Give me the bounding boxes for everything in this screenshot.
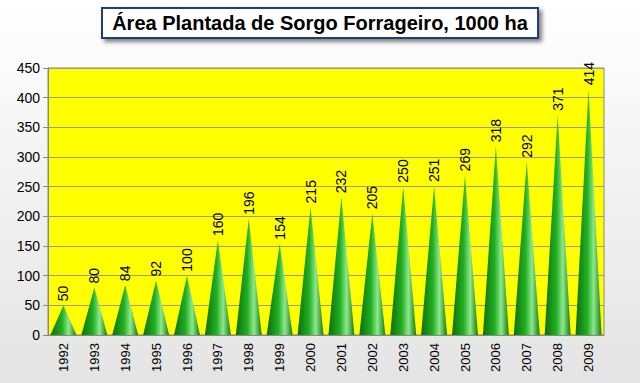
svg-text:50: 50 (55, 286, 71, 302)
svg-text:1996: 1996 (180, 343, 195, 372)
svg-text:371: 371 (550, 87, 566, 111)
svg-text:160: 160 (210, 212, 226, 236)
svg-text:300: 300 (17, 149, 41, 165)
svg-text:80: 80 (86, 268, 102, 284)
svg-text:1999: 1999 (272, 343, 287, 372)
svg-text:2002: 2002 (365, 343, 380, 372)
svg-text:84: 84 (117, 265, 133, 281)
svg-text:1994: 1994 (118, 343, 133, 372)
svg-text:205: 205 (364, 186, 380, 210)
svg-text:400: 400 (17, 90, 41, 106)
svg-text:2004: 2004 (427, 343, 442, 372)
svg-text:1993: 1993 (87, 343, 102, 372)
svg-text:100: 100 (179, 248, 195, 272)
svg-text:2003: 2003 (396, 343, 411, 372)
svg-text:251: 251 (426, 159, 442, 183)
svg-text:232: 232 (333, 170, 349, 194)
svg-text:150: 150 (17, 238, 41, 254)
svg-text:250: 250 (395, 159, 411, 183)
svg-text:2000: 2000 (303, 343, 318, 372)
svg-text:2009: 2009 (581, 343, 596, 372)
svg-text:318: 318 (488, 119, 504, 143)
svg-text:196: 196 (241, 191, 257, 215)
svg-text:269: 269 (457, 148, 473, 172)
svg-text:350: 350 (17, 119, 41, 135)
svg-text:200: 200 (17, 208, 41, 224)
svg-text:450: 450 (17, 60, 41, 76)
svg-text:2005: 2005 (458, 343, 473, 372)
svg-text:2006: 2006 (488, 343, 503, 372)
svg-text:50: 50 (24, 297, 40, 313)
svg-text:100: 100 (17, 268, 41, 284)
svg-text:154: 154 (272, 216, 288, 240)
svg-text:1997: 1997 (210, 343, 225, 372)
svg-text:92: 92 (148, 261, 164, 277)
svg-text:250: 250 (17, 179, 41, 195)
svg-text:2007: 2007 (519, 343, 534, 372)
svg-text:Área Plantada de Sorgo Forrage: Área Plantada de Sorgo Forrageiro, 1000 … (112, 12, 529, 34)
svg-text:1995: 1995 (149, 343, 164, 372)
svg-text:2008: 2008 (550, 343, 565, 372)
svg-text:1992: 1992 (56, 343, 71, 372)
svg-text:292: 292 (519, 134, 535, 158)
svg-text:2001: 2001 (334, 343, 349, 372)
svg-text:1998: 1998 (241, 343, 256, 372)
svg-text:414: 414 (581, 62, 597, 86)
svg-text:0: 0 (32, 327, 40, 343)
svg-text:215: 215 (303, 180, 319, 204)
